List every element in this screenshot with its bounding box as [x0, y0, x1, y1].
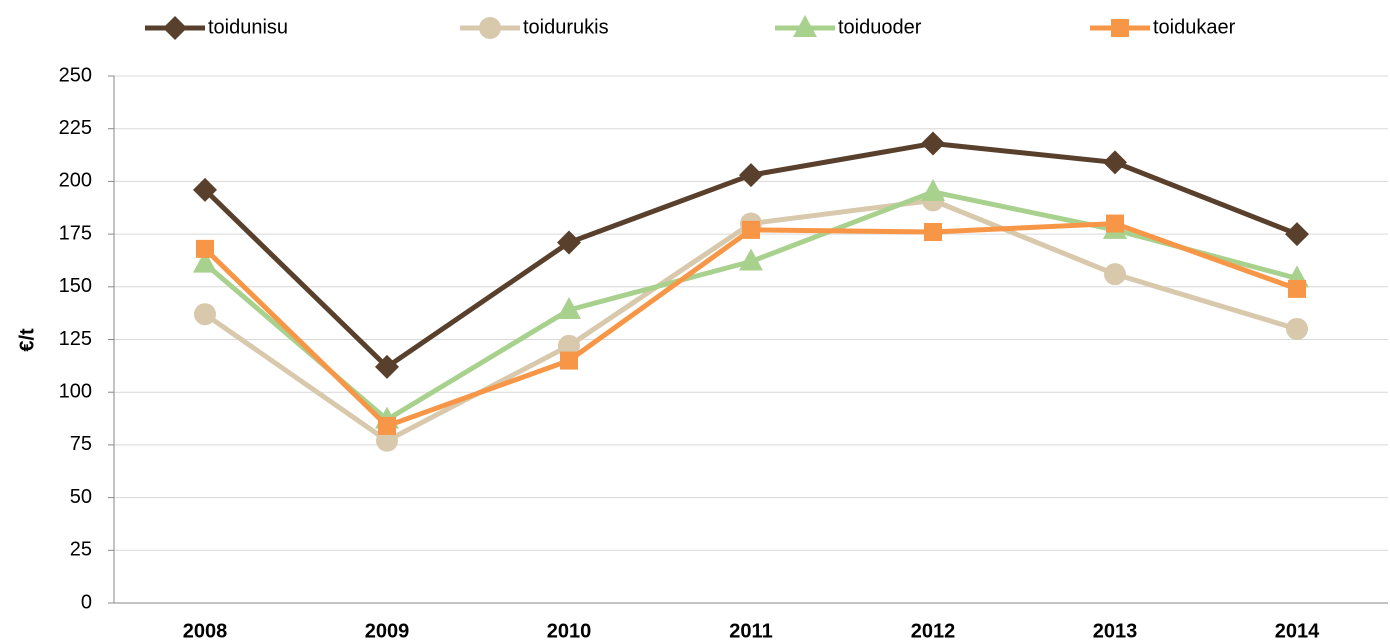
marker — [921, 131, 945, 156]
y-tick-label: 125 — [59, 328, 92, 350]
y-tick-label: 25 — [70, 539, 92, 561]
y-tick-label: 175 — [59, 222, 92, 244]
legend-label: toiduoder — [838, 16, 922, 38]
marker — [1286, 317, 1308, 340]
y-tick-label: 200 — [59, 170, 92, 192]
y-tick-label: 150 — [59, 275, 92, 297]
marker — [479, 17, 501, 39]
legend-label: toidukaer — [1153, 16, 1236, 38]
x-tick-label: 2012 — [911, 620, 956, 642]
marker — [1106, 214, 1124, 233]
x-tick-label: 2013 — [1093, 620, 1138, 642]
marker — [558, 334, 580, 357]
marker — [560, 351, 578, 370]
marker — [1111, 19, 1129, 37]
y-tick-label: 50 — [70, 486, 92, 508]
marker — [375, 354, 399, 379]
marker — [376, 429, 398, 452]
marker — [739, 248, 763, 271]
marker — [194, 303, 216, 326]
y-tick-label: 0 — [81, 591, 92, 613]
marker — [924, 222, 942, 241]
marker — [196, 239, 214, 258]
marker — [921, 178, 945, 201]
x-tick-label: 2010 — [547, 620, 592, 642]
marker — [193, 250, 217, 273]
x-tick-label: 2009 — [365, 620, 410, 642]
legend-label: toidurukis — [523, 16, 609, 38]
marker — [557, 296, 581, 319]
x-tick-label: 2008 — [183, 620, 228, 642]
marker — [1285, 222, 1309, 247]
marker — [193, 177, 217, 202]
y-tick-label: 250 — [59, 64, 92, 86]
marker — [1288, 279, 1306, 298]
marker — [1103, 150, 1127, 175]
marker — [793, 15, 817, 37]
marker — [742, 220, 760, 239]
marker — [739, 163, 763, 188]
y-tick-label: 75 — [70, 433, 92, 455]
marker — [1104, 263, 1126, 286]
x-tick-label: 2014 — [1275, 620, 1320, 642]
y-axis-label: €/t — [16, 328, 38, 352]
x-tick-label: 2011 — [729, 620, 772, 642]
marker — [163, 16, 187, 40]
y-tick-label: 225 — [59, 117, 92, 139]
y-tick-label: 100 — [59, 380, 92, 402]
marker — [557, 230, 581, 255]
marker — [378, 416, 396, 435]
legend-label: toidunisu — [208, 16, 288, 38]
